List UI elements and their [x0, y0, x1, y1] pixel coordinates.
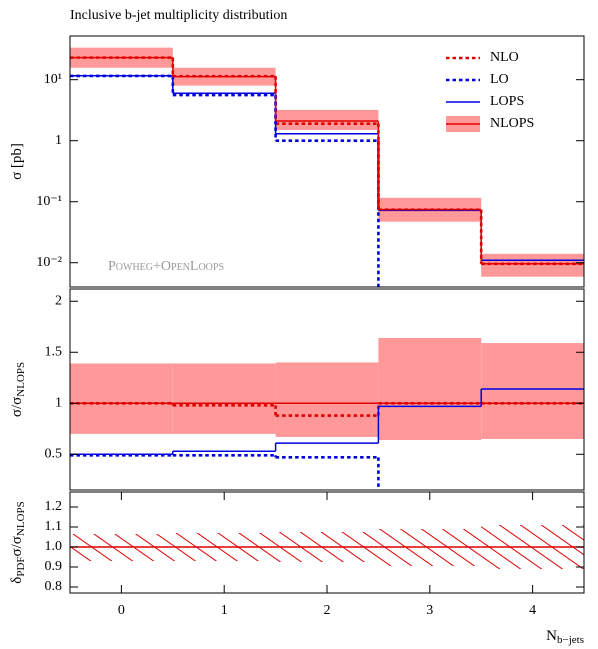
y-tick-label: 0.9: [45, 559, 63, 574]
y-tick-label: 10⁻¹: [36, 194, 62, 209]
plot-frame: [69, 35, 585, 288]
axis-label-sub: NLOPS: [15, 362, 27, 397]
x-tick-label: 1: [221, 603, 228, 618]
axis-label: σ/σNLOPS: [9, 362, 26, 417]
axis-label-part: δ: [9, 577, 25, 584]
band: [70, 363, 173, 434]
axis-label-part: N: [546, 628, 557, 644]
y-tick-label: 1: [55, 133, 62, 148]
axis-label-part: σ/σ: [9, 397, 25, 417]
axis-label: Nb−jets: [546, 628, 584, 645]
axis-label: δPDFσ/σNLOPS: [9, 501, 26, 583]
band: [275, 109, 379, 130]
legend-label: NLOPS: [490, 116, 534, 131]
chart-title: Inclusive b-jet multiplicity distributio…: [70, 8, 287, 23]
y-tick-label: 1.1: [45, 519, 63, 534]
y-tick-label: 2: [55, 293, 62, 308]
y-tick-label: 0.8: [45, 579, 63, 594]
y-tick-label: 1.5: [45, 344, 63, 359]
band: [378, 337, 482, 441]
axis-label-sub: b−jets: [557, 634, 584, 646]
axis-label: σ [pb]: [9, 143, 25, 180]
legend-label: LO: [490, 72, 509, 87]
axis-label-sub: PDF: [15, 556, 27, 576]
y-tick-label: 10¹: [44, 72, 62, 87]
band: [481, 343, 584, 439]
y-tick-label: 1.2: [45, 499, 63, 514]
axis-label-part: σ/σ: [9, 536, 25, 556]
legend-label: NLO: [490, 50, 519, 65]
annotation: Powheg+OpenLoops: [108, 259, 224, 274]
legend-label: LOPS: [490, 94, 524, 109]
band: [172, 363, 276, 434]
y-tick-label: 1: [55, 395, 62, 410]
axis-label-part: σ [pb]: [9, 143, 25, 180]
band: [481, 253, 584, 277]
y-tick-label: 0.5: [45, 447, 63, 462]
plot-frame: [69, 288, 585, 491]
x-tick-label: 0: [118, 603, 125, 618]
y-tick-label: 1.0: [45, 539, 63, 554]
x-tick-label: 3: [426, 603, 433, 618]
y-tick-label: 10⁻²: [36, 255, 62, 270]
x-tick-label: 2: [324, 603, 331, 618]
x-tick-label: 4: [529, 603, 536, 618]
band: [275, 362, 379, 437]
axis-label-sub: NLOPS: [15, 501, 27, 536]
